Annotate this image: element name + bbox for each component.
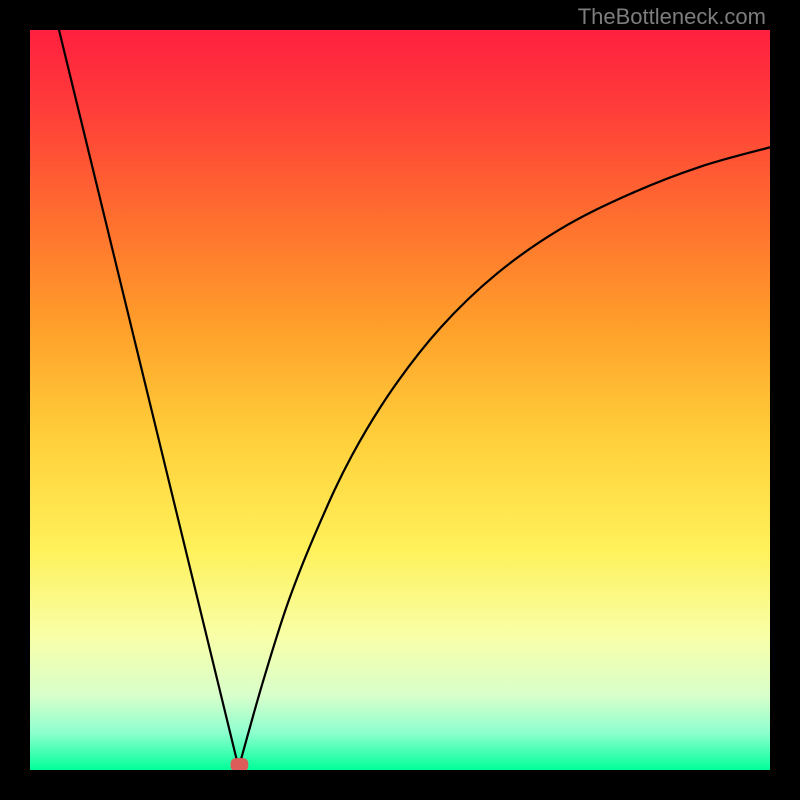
chart-svg (30, 30, 770, 770)
min-marker (231, 758, 249, 770)
plot-area (30, 30, 770, 770)
gradient-bg (30, 30, 770, 770)
watermark-text: TheBottleneck.com (578, 4, 766, 30)
outer-frame: TheBottleneck.com (0, 0, 800, 800)
